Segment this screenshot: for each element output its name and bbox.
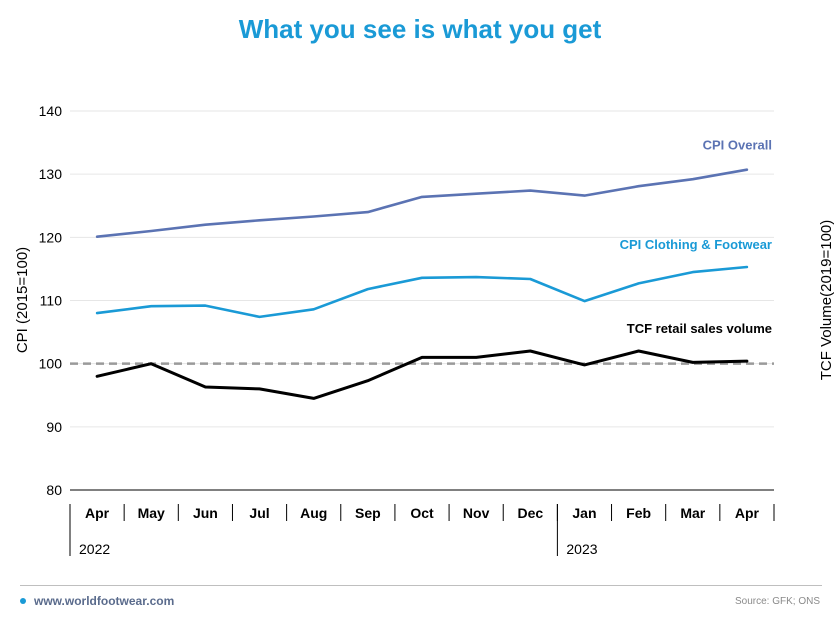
x-tick-label: Apr — [735, 505, 760, 521]
y-tick-label: 90 — [46, 419, 62, 435]
x-tick-label: Jul — [249, 505, 269, 521]
series-line — [95, 349, 749, 400]
line-chart: 80 90 100 110 120 130 140 2022 2023 Apr May Jun Jul A… — [14, 103, 835, 557]
y-tick-label: 110 — [40, 293, 63, 309]
y2-axis-title: TCF Volume(2019=100) — [818, 220, 835, 381]
year-label: 2022 — [79, 541, 110, 557]
series-line — [95, 168, 749, 238]
x-tick-label: Oct — [410, 505, 434, 521]
x-tick-label: Jun — [193, 505, 218, 521]
series-label: CPI Overall — [703, 138, 772, 153]
x-tick-label: Mar — [680, 505, 705, 521]
year-label: 2023 — [566, 541, 597, 557]
footer-divider — [20, 585, 822, 586]
x-tick-label: May — [138, 505, 165, 521]
y-tick-label: 80 — [46, 482, 62, 498]
x-tick-label: Feb — [626, 505, 651, 521]
chart-title: What you see is what you get — [238, 14, 602, 44]
y-tick-label: 120 — [39, 229, 63, 245]
x-tick-label: Nov — [463, 505, 490, 521]
x-tick-label: Sep — [355, 505, 381, 521]
x-tick-label: Dec — [517, 505, 543, 521]
bullet-dot-icon — [20, 597, 26, 604]
source-note: Source: GFK; ONS — [734, 596, 820, 607]
footer-website: www.worldfootwear.com — [20, 594, 174, 608]
series-label: CPI Clothing & Footwear — [620, 237, 772, 252]
x-tick-label: Apr — [85, 505, 110, 521]
y-axis-title: CPI (2015=100) — [14, 247, 31, 353]
y-tick-label: 140 — [39, 103, 63, 119]
x-tick-label: Aug — [300, 505, 327, 521]
y-tick-label: 130 — [39, 166, 63, 182]
website-link[interactable]: www.worldfootwear.com — [34, 594, 175, 608]
series-label: TCF retail sales volume — [627, 321, 772, 336]
series-line — [95, 265, 749, 319]
x-tick-label: Jan — [572, 505, 596, 521]
y-tick-label: 100 — [39, 356, 63, 372]
